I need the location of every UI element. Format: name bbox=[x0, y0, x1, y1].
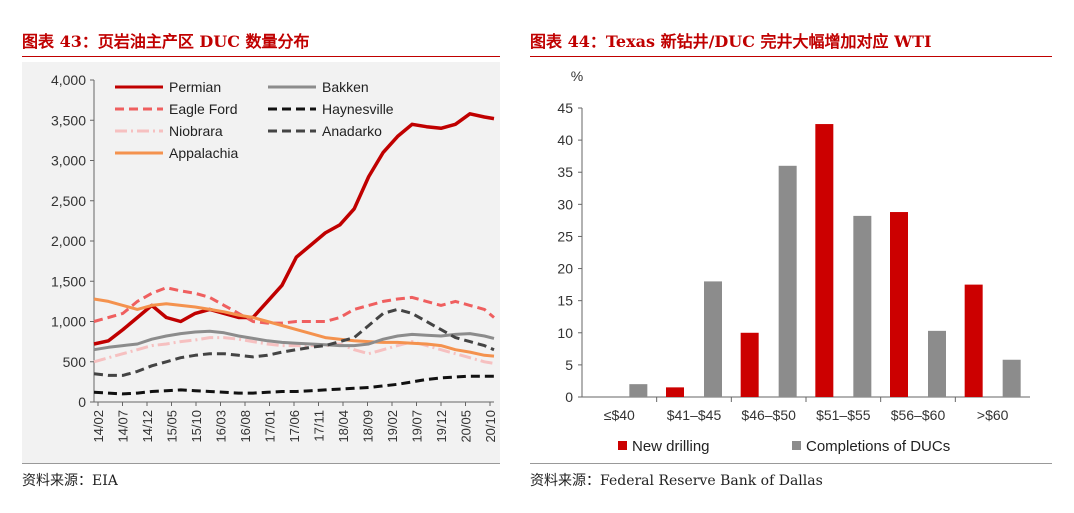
x-category-label: $41–$45 bbox=[667, 407, 722, 423]
y-tick-label: 1,000 bbox=[51, 314, 86, 330]
series-line-permian bbox=[93, 112, 495, 346]
series-line-haynesville bbox=[93, 374, 494, 396]
bar-new-drilling bbox=[740, 332, 759, 397]
left-source-rule bbox=[22, 463, 500, 464]
legend-label-new-drilling: New drilling bbox=[632, 438, 710, 455]
line-chart-background bbox=[22, 62, 500, 463]
y-tick-label: 45 bbox=[557, 100, 573, 116]
x-tick-label: 15/10 bbox=[189, 410, 204, 443]
series-line-appalachia bbox=[93, 297, 495, 358]
y-tick-label: 15 bbox=[557, 293, 573, 309]
y-tick-label: 25 bbox=[557, 228, 573, 244]
left-source-note: 资料来源：EIA bbox=[22, 473, 118, 489]
x-tick-label: 17/06 bbox=[287, 410, 302, 443]
legend-label-appalachia: Appalachia bbox=[169, 145, 238, 161]
x-tick-label: 14/02 bbox=[91, 410, 106, 443]
x-tick-label: 15/05 bbox=[165, 410, 180, 443]
legend-label-permian: Permian bbox=[169, 79, 221, 95]
legend-label-eagle-ford: Eagle Ford bbox=[169, 101, 237, 117]
bar-new-drilling bbox=[890, 212, 908, 397]
left-chart-title: 图表 43：页岩油主产区 DUC 数量分布 bbox=[22, 32, 310, 51]
y-tick-label: 30 bbox=[557, 196, 573, 212]
y-tick-label: 0 bbox=[565, 389, 573, 405]
x-category-label: $56–$60 bbox=[891, 407, 946, 423]
x-tick-label: 19/07 bbox=[410, 410, 425, 443]
y-axis-unit-label: % bbox=[571, 68, 583, 84]
x-tick-label: 17/11 bbox=[312, 410, 327, 442]
x-tick-label: 14/12 bbox=[140, 410, 155, 443]
bar-completions-of-ducs bbox=[629, 384, 648, 397]
x-tick-label: 14/07 bbox=[116, 410, 131, 443]
x-tick-label: 16/08 bbox=[238, 410, 253, 443]
right-source-note: 资料来源：Federal Reserve Bank of Dallas bbox=[530, 473, 823, 489]
right-source-rule bbox=[530, 463, 1052, 464]
x-tick-label: 17/01 bbox=[263, 410, 278, 443]
x-category-label: $46–$50 bbox=[741, 407, 796, 423]
series-line-bakken bbox=[93, 329, 495, 352]
legend-label-bakken: Bakken bbox=[322, 79, 369, 95]
x-tick-label: 16/03 bbox=[214, 410, 229, 443]
bar-new-drilling bbox=[964, 284, 983, 397]
bar-completions-of-ducs bbox=[853, 215, 872, 397]
duc-line-chart: 0 500 1,000 1,500 2,000 2,500 3,000 3,500 4,000 1… bbox=[22, 62, 500, 463]
right-title-rule bbox=[530, 56, 1052, 57]
x-tick-label: 18/04 bbox=[336, 410, 351, 443]
bar-new-drilling bbox=[666, 387, 684, 397]
left-title-rule bbox=[22, 56, 500, 57]
series-line-anadarko bbox=[93, 307, 495, 377]
y-tick-label: 1,500 bbox=[51, 273, 86, 289]
legend-label-haynesville: Haynesville bbox=[322, 101, 394, 117]
bar-completions-of-ducs bbox=[928, 330, 946, 397]
y-tick-label: 500 bbox=[63, 354, 87, 370]
legend-label-anadarko: Anadarko bbox=[322, 123, 382, 139]
y-tick-label: 4,000 bbox=[51, 72, 86, 88]
x-tick-label: 20/10 bbox=[483, 410, 498, 443]
texas-bar-chart: % 0 5 10 15 20 25 30 35 40 45 ≤$40 $41–$45 $46–$50 $51… bbox=[557, 68, 1030, 455]
y-tick-label: 10 bbox=[557, 325, 573, 341]
bar-completions-of-ducs bbox=[778, 165, 797, 397]
bar-completions-of-ducs bbox=[1002, 359, 1021, 397]
y-tick-label: 35 bbox=[557, 164, 573, 180]
y-tick-label: 2,000 bbox=[51, 233, 86, 249]
legend-swatch-completions-of-ducs bbox=[792, 441, 801, 450]
legend-label-niobrara: Niobrara bbox=[169, 123, 223, 139]
x-tick-label: 19/12 bbox=[434, 410, 449, 443]
series-line-niobrara bbox=[93, 336, 495, 365]
x-category-label: >$60 bbox=[977, 407, 1009, 423]
x-category-label: ≤$40 bbox=[604, 407, 635, 423]
y-tick-label: 3,500 bbox=[51, 112, 86, 128]
series-line-eagle-ford bbox=[93, 286, 495, 325]
bar-completions-of-ducs bbox=[704, 281, 722, 397]
y-tick-label: 20 bbox=[557, 261, 573, 277]
y-tick-label: 5 bbox=[565, 357, 573, 373]
x-tick-label: 19/02 bbox=[385, 410, 400, 443]
y-tick-label: 2,500 bbox=[51, 193, 86, 209]
legend-swatch-new-drilling bbox=[618, 441, 627, 450]
x-tick-label: 20/05 bbox=[459, 410, 474, 443]
right-chart-title: 图表 44：Texas 新钻井/DUC 完井大幅增加对应 WTI bbox=[530, 32, 932, 51]
legend-label-completions-of-ducs: Completions of DUCs bbox=[806, 438, 950, 455]
y-tick-label: 0 bbox=[78, 394, 86, 410]
y-tick-label: 40 bbox=[557, 132, 573, 148]
bar-new-drilling bbox=[815, 124, 834, 398]
x-category-label: $51–$55 bbox=[816, 407, 871, 423]
x-tick-label: 18/09 bbox=[361, 410, 376, 443]
y-tick-label: 3,000 bbox=[51, 153, 86, 169]
